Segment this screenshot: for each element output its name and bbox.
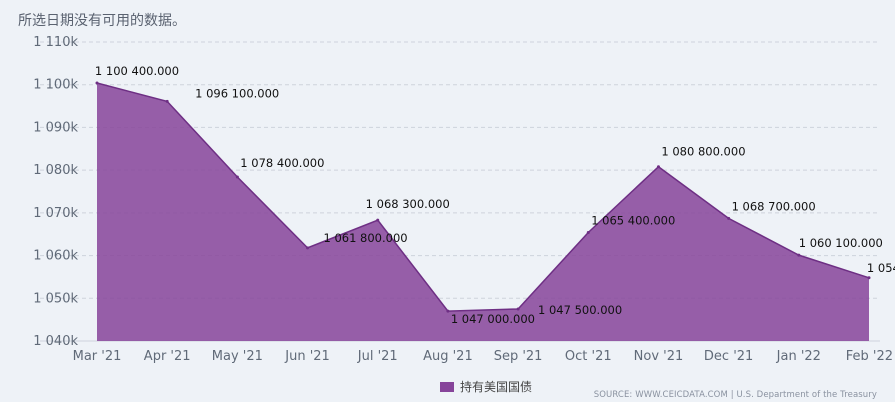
data-label: 1 061 800.000 bbox=[323, 231, 407, 245]
data-label: 1 054 800.000 bbox=[867, 261, 895, 275]
legend[interactable]: 持有美国国债 bbox=[440, 378, 532, 395]
data-point[interactable] bbox=[727, 216, 731, 220]
y-tick-label: 1 090k bbox=[33, 120, 78, 135]
legend-swatch bbox=[440, 381, 454, 392]
data-point[interactable] bbox=[306, 246, 310, 250]
y-tick-label: 1 100k bbox=[33, 78, 78, 93]
x-tick-label: Sep '21 bbox=[494, 349, 543, 364]
data-point[interactable] bbox=[797, 253, 801, 257]
data-point[interactable] bbox=[95, 81, 99, 85]
x-tick-label: Apr '21 bbox=[144, 349, 191, 364]
x-tick-label: Jun '21 bbox=[284, 349, 330, 364]
y-tick-label: 1 040k bbox=[33, 334, 78, 349]
data-point[interactable] bbox=[516, 307, 520, 311]
data-label: 1 068 700.000 bbox=[732, 199, 816, 213]
data-labels: 1 100 400.000 1 096 100.000 1 078 400.000 1… bbox=[95, 64, 895, 326]
data-point[interactable] bbox=[586, 231, 590, 235]
y-tick-label: 1 110k bbox=[33, 35, 78, 50]
legend-label: 持有美国国债 bbox=[460, 380, 533, 394]
series-area[interactable] bbox=[95, 81, 871, 342]
x-axis-ticks: Mar '21 Apr '21 May '21 Jun '21 Jul '21 Aug '… bbox=[73, 349, 893, 364]
data-label: 1 047 500.000 bbox=[538, 303, 622, 317]
series-line bbox=[96, 82, 870, 312]
x-tick-label: Feb '22 bbox=[846, 349, 893, 364]
source-note: SOURCE: WWW.CEICDATA.COM | U.S. Departme… bbox=[593, 390, 877, 400]
area-fill[interactable] bbox=[97, 83, 869, 342]
data-point[interactable] bbox=[165, 99, 169, 103]
x-tick-label: May '21 bbox=[212, 349, 263, 364]
x-tick-label: Oct '21 bbox=[565, 349, 612, 364]
data-label: 1 078 400.000 bbox=[240, 156, 324, 170]
data-point[interactable] bbox=[235, 175, 239, 179]
data-label: 1 065 400.000 bbox=[591, 214, 675, 228]
x-tick-label: Mar '21 bbox=[73, 349, 122, 364]
data-label: 1 060 100.000 bbox=[799, 236, 883, 250]
x-tick-label: Nov '21 bbox=[634, 349, 684, 364]
x-tick-label: Jan '22 bbox=[776, 349, 821, 364]
data-point[interactable] bbox=[446, 309, 450, 313]
data-label: 1 080 800.000 bbox=[661, 145, 745, 159]
data-label: 1 047 000.000 bbox=[451, 312, 535, 326]
x-tick-label: Dec '21 bbox=[704, 349, 753, 364]
data-point[interactable] bbox=[867, 276, 871, 280]
y-axis-ticks: 1 040k 1 050k 1 060k 1 070k 1 080k 1 090k 1 10… bbox=[33, 35, 78, 349]
data-label: 1 096 100.000 bbox=[195, 86, 279, 100]
data-point[interactable] bbox=[656, 165, 660, 169]
y-tick-label: 1 050k bbox=[33, 291, 78, 306]
data-label: 1 100 400.000 bbox=[95, 64, 179, 78]
y-tick-label: 1 070k bbox=[33, 206, 78, 221]
data-label: 1 068 300.000 bbox=[366, 197, 450, 211]
x-tick-label: Jul '21 bbox=[357, 349, 398, 364]
data-point[interactable] bbox=[376, 218, 380, 222]
y-tick-label: 1 060k bbox=[33, 249, 78, 264]
no-data-notice: 所选日期没有可用的数据。 bbox=[18, 13, 186, 29]
x-tick-label: Aug '21 bbox=[423, 349, 473, 364]
y-tick-label: 1 080k bbox=[33, 163, 78, 178]
